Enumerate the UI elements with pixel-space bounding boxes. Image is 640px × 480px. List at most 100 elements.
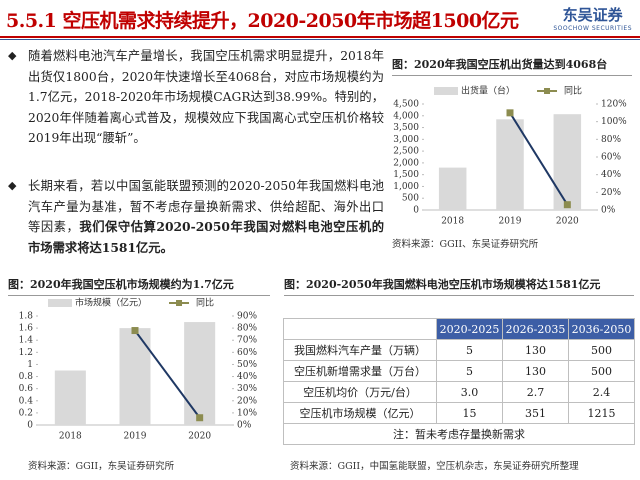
table-source: 资料来源：GGII，中国氢能联盟，空压机杂志，东吴证券研究所整理 — [290, 461, 579, 472]
table-corner — [283, 318, 437, 340]
table-cell: 500 — [568, 360, 635, 382]
y-tick-label: 1.4 — [19, 336, 34, 346]
y2-tick-label: 70% — [237, 336, 257, 346]
y-tick-label: 1.2 — [19, 348, 33, 358]
x-tick-label: 2018 — [59, 432, 82, 442]
line-marker — [506, 109, 514, 117]
y2-tick-label: 30% — [237, 384, 257, 394]
chart-source: 资料来源：GGII，东吴证券研究所 — [28, 461, 175, 472]
y-tick-label: 1,000 — [393, 182, 419, 192]
bar — [54, 370, 86, 425]
table-row: 我国燃料汽车产量（万辆） 5 130 500 — [283, 339, 635, 361]
line — [509, 112, 569, 206]
y-tick-label: 0.2 — [19, 408, 33, 418]
table-header-cell: 2026-2035 — [502, 318, 569, 340]
x-tick-label: 2019 — [124, 432, 147, 442]
table-cell: 1215 — [568, 402, 635, 424]
table-cell: 130 — [502, 360, 569, 382]
y-tick-label: 3,000 — [393, 135, 419, 145]
chart-source: 资料来源：GGII、东吴证券研究所 — [392, 239, 539, 250]
table-cell: 3.0 — [436, 381, 503, 403]
x-tick-label: 2019 — [499, 217, 522, 227]
y-tick-label: 1 — [27, 360, 33, 370]
y2-tick-label: 50% — [237, 360, 257, 370]
header-rule — [0, 36, 640, 38]
table-cell: 2.4 — [568, 381, 635, 403]
bullet-text: 长期来看，若以中国氢能联盟预测的2020-2050年我国燃料电池汽车产量为基准，… — [28, 176, 384, 258]
table-cell: 空压机均价（万元/台） — [283, 381, 437, 403]
legend-label: 市场规模（亿元） — [75, 297, 147, 309]
y2-tick-label: 0% — [237, 421, 252, 431]
table-cell: 2.7 — [502, 381, 569, 403]
y-tick-label: 2,500 — [393, 147, 419, 157]
legend-swatch — [434, 87, 458, 95]
y2-tick-label: 60% — [237, 348, 257, 358]
table-header-cell: 2036-2050 — [568, 318, 635, 340]
y2-tick-label: 40% — [601, 170, 621, 180]
y2-tick-label: 100% — [601, 117, 627, 127]
y2-tick-label: 10% — [237, 408, 257, 418]
y-tick-label: 1.8 — [19, 312, 34, 322]
y2-tick-label: 80% — [601, 135, 621, 145]
y2-tick-label: 80% — [237, 324, 257, 334]
y2-tick-label: 90% — [237, 312, 257, 322]
table-cell: 5 — [436, 360, 503, 382]
legend-marker — [176, 300, 183, 306]
table-note-row: 注：暂未考虑存量换新需求 — [283, 423, 635, 445]
y-tick-label: 0.6 — [19, 384, 34, 394]
legend-label: 出货量（台） — [461, 85, 515, 97]
bullet: ◆ 随着燃料电池汽车产量增长，我国空压机需求明显提升，2018年出货仅1800台… — [8, 46, 384, 149]
y-tick-label: 0 — [27, 421, 33, 431]
y-tick-label: 1.6 — [19, 324, 34, 334]
table-cell: 5 — [436, 339, 503, 361]
x-tick-label: 2020 — [556, 217, 579, 227]
table-cell: 我国燃料汽车产量（万辆） — [283, 339, 437, 361]
y-tick-label: 2,000 — [393, 158, 419, 168]
logo-text: 东吴证券 — [562, 6, 623, 24]
bar — [438, 167, 467, 210]
bullet-text: 随着燃料电池汽车产量增长，我国空压机需求明显提升，2018年出货仅1800台，2… — [28, 49, 384, 145]
y2-tick-label: 0% — [601, 206, 616, 216]
bar — [119, 328, 151, 425]
y-tick-label: 0.8 — [19, 372, 34, 382]
table-title: 图：2020-2050年我国燃料电池空压机市场规模将达1581亿元 — [284, 276, 634, 296]
line — [134, 329, 201, 419]
bullet-icon: ◆ — [8, 179, 17, 192]
bar — [553, 114, 582, 210]
legend-label: 同比 — [196, 297, 214, 309]
line-marker — [563, 201, 571, 209]
y-tick-label: 1,500 — [393, 170, 419, 180]
chart-title: 图：2020年我国空压机出货量达到4068台 — [392, 56, 632, 76]
legend-swatch — [48, 299, 72, 307]
table-header-cell: 2020-2025 — [436, 318, 503, 340]
x-tick-label: 2020 — [188, 432, 211, 442]
chart-title: 图：2020年我国空压机市场规模约为1.7亿元 — [8, 276, 270, 296]
table-row: 空压机均价（万元/台） 3.0 2.7 2.4 — [283, 381, 635, 403]
y2-tick-label: 20% — [601, 188, 621, 198]
table-cell: 空压机新增需求量（万台） — [283, 360, 437, 382]
slide-title: 5.5.1 空压机需求持续提升，2020-2050年市场超1500亿元 — [6, 10, 519, 32]
logo-subtext: SOOCHOW SECURITIES — [553, 25, 632, 32]
header-rule — [0, 39, 640, 40]
bar — [184, 322, 216, 425]
table-cell: 500 — [568, 339, 635, 361]
table-row: 空压机市场规模（亿元） 15 351 1215 — [283, 402, 635, 424]
legend-marker — [544, 88, 551, 94]
x-tick-label: 2018 — [441, 217, 464, 227]
y-tick-label: 0 — [413, 206, 419, 216]
bullet: ◆ 长期来看，若以中国氢能联盟预测的2020-2050年我国燃料电池汽车产量为基… — [8, 176, 384, 258]
table-header-row: 2020-2025 2026-2035 2036-2050 — [283, 318, 635, 340]
y-tick-label: 3,500 — [393, 123, 419, 133]
bar — [496, 119, 524, 210]
legend-label: 同比 — [564, 85, 582, 97]
line-marker — [131, 327, 139, 335]
bullet-icon: ◆ — [8, 49, 17, 62]
table-cell: 空压机市场规模（亿元） — [283, 402, 437, 424]
y-tick-label: 4,000 — [393, 111, 419, 121]
table-cell: 15 — [436, 402, 503, 424]
table-cell: 351 — [502, 402, 569, 424]
table-note: 注：暂未考虑存量换新需求 — [283, 423, 635, 445]
logo: 东吴证券 SOOCHOW SECURITIES — [553, 4, 632, 32]
line-marker — [196, 414, 204, 422]
